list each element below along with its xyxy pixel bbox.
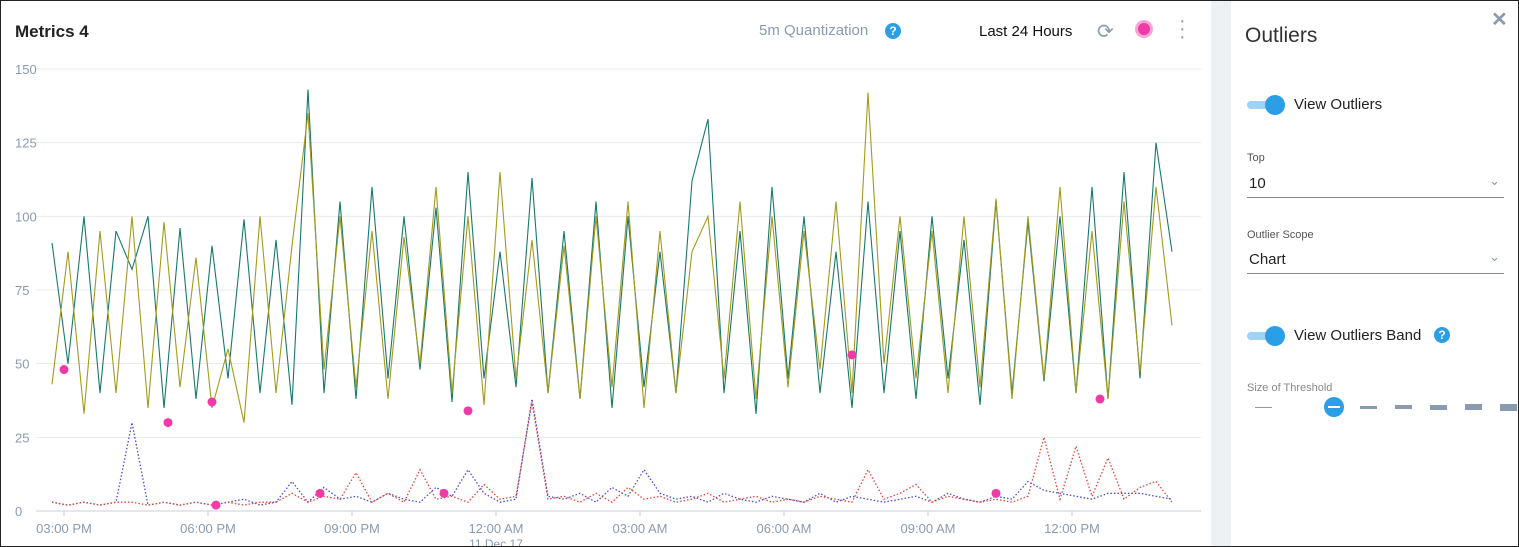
chevron-down-icon: ⌄ <box>1489 249 1500 264</box>
panel-title: Outliers <box>1245 24 1318 47</box>
refresh-icon[interactable]: ⟳ <box>1097 21 1114 43</box>
outlier-point[interactable] <box>991 488 1001 498</box>
threshold-knob-bar <box>1328 406 1340 408</box>
threshold-option[interactable] <box>1430 404 1447 410</box>
outlier-point[interactable] <box>439 488 449 498</box>
threshold-option[interactable] <box>1360 405 1377 409</box>
threshold-selector[interactable] <box>1255 397 1517 417</box>
outliers-panel: Outliers ✕ View Outliers Top 10 ⌄ Outlier… <box>1231 1 1518 546</box>
quantization-label: 5m Quantization <box>759 22 869 39</box>
y-tick-label: 75 <box>15 283 29 298</box>
top-select[interactable]: 10 ⌄ <box>1247 171 1504 198</box>
y-tick-label: 50 <box>15 357 29 372</box>
top-label: Top <box>1247 152 1265 164</box>
series-line-3 <box>51 398 1173 506</box>
series-line-4 <box>51 401 1173 506</box>
outlier-point[interactable] <box>163 418 173 428</box>
y-tick-label: 25 <box>15 430 29 445</box>
threshold-option[interactable] <box>1395 405 1412 409</box>
y-tick-label: 125 <box>15 136 37 151</box>
series-line-1 <box>51 89 1173 414</box>
close-icon[interactable]: ✕ <box>1491 9 1508 31</box>
x-tick-label: 03:00 PM <box>36 521 92 536</box>
x-tick-sublabel: 11 Dec 17 <box>469 537 523 546</box>
threshold-option[interactable] <box>1500 403 1517 411</box>
more-vertical-icon[interactable]: · · · <box>1179 10 1186 48</box>
x-tick-label: 06:00 PM <box>180 521 236 536</box>
threshold-label: Size of Threshold <box>1247 382 1333 394</box>
outlier-indicator-icon[interactable] <box>1138 23 1150 35</box>
y-tick-label: 0 <box>15 504 22 519</box>
view-outliers-label: View Outliers <box>1294 96 1383 113</box>
outlier-point[interactable] <box>59 365 69 375</box>
view-outliers-toggle[interactable] <box>1247 95 1287 115</box>
x-tick-label: 12:00 PM <box>1044 521 1100 536</box>
view-band-label: View Outliers Band <box>1294 327 1422 344</box>
band-help-icon[interactable]: ? <box>1434 327 1450 343</box>
y-tick-label: 150 <box>15 62 37 77</box>
outlier-point[interactable] <box>1095 394 1105 404</box>
y-tick-label: 100 <box>15 209 37 224</box>
outlier-point[interactable] <box>207 397 217 407</box>
threshold-option[interactable] <box>1465 404 1482 410</box>
top-value: 10 <box>1249 175 1266 192</box>
view-band-toggle[interactable] <box>1247 326 1287 346</box>
line-chart: 0 25 50 75 100 125 150 03:00 PM 06:00 PM 09:00 PM… <box>15 62 1201 546</box>
panel-divider <box>1211 1 1231 546</box>
chevron-down-icon: ⌄ <box>1489 173 1500 188</box>
x-tick-label: 09:00 PM <box>324 521 380 536</box>
outlier-point[interactable] <box>315 488 325 498</box>
outlier-point[interactable] <box>463 406 473 416</box>
x-tick-label: 09:00 AM <box>901 521 956 536</box>
threshold-option[interactable] <box>1255 406 1272 408</box>
chart-title: Metrics 4 <box>15 22 89 41</box>
series-line-2 <box>51 92 1173 423</box>
time-range-selector[interactable]: Last 24 Hours <box>979 23 1073 40</box>
quantization-help-icon[interactable]: ? <box>885 23 901 39</box>
x-tick-label: 03:00 AM <box>613 521 668 536</box>
x-tick-label: 06:00 AM <box>757 521 812 536</box>
outlier-point[interactable] <box>211 500 221 510</box>
threshold-knob[interactable] <box>1324 397 1344 417</box>
outlier-point[interactable] <box>847 350 857 360</box>
outlier-scope-select[interactable]: Chart ⌄ <box>1247 247 1504 274</box>
x-tick-label: 12:00 AM <box>469 521 524 536</box>
outlier-scope-label: Outlier Scope <box>1247 229 1314 241</box>
scope-value: Chart <box>1249 251 1286 268</box>
